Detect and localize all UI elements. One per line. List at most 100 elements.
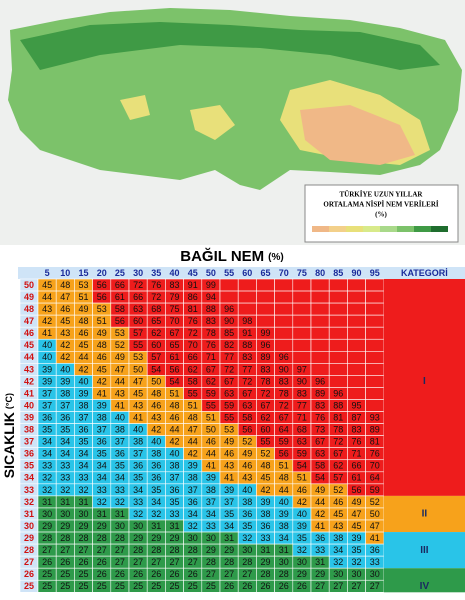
cell-value: 27	[206, 569, 216, 579]
cell	[328, 375, 348, 388]
cell-value: 46	[60, 304, 70, 314]
cell-value: 78	[333, 425, 343, 435]
cell-value: 81	[188, 304, 198, 314]
category-label: I	[423, 376, 426, 387]
cell-value: 83	[260, 364, 270, 374]
cell-value: 88	[206, 304, 216, 314]
cell-value: 83	[279, 376, 289, 386]
category-label: IV	[420, 581, 430, 592]
cell-value: 38	[169, 461, 179, 471]
cell-value: 40	[297, 509, 307, 519]
cell-value: 28	[97, 533, 107, 543]
cell-value: 33	[115, 485, 125, 495]
cell-value: 56	[169, 364, 179, 374]
row-header-unit: (°C)	[4, 393, 14, 409]
temp-label: 35	[24, 461, 34, 471]
cell-value: 26	[260, 581, 270, 591]
temp-label: 43	[24, 364, 34, 374]
humidity-label: 55	[224, 268, 234, 278]
cell-value: 45	[260, 473, 270, 483]
cell-value: 37	[42, 400, 52, 410]
cell-value: 34	[224, 521, 234, 531]
cell-value: 76	[188, 316, 198, 326]
cell	[310, 338, 330, 352]
cell-value: 61	[169, 352, 179, 362]
cell-value: 39	[188, 461, 198, 471]
cell-value: 28	[151, 545, 161, 555]
cell-value: 29	[206, 545, 216, 555]
cell-value: 43	[151, 412, 161, 422]
cell-value: 43	[133, 400, 143, 410]
humidity-label: 60	[242, 268, 252, 278]
cell-value: 78	[206, 328, 216, 338]
cell-value: 34	[42, 437, 52, 447]
cell-value: 52	[333, 485, 343, 495]
cell-value: 70	[188, 340, 198, 350]
cell-value: 61	[351, 473, 361, 483]
cell-value: 73	[315, 425, 325, 435]
cell	[274, 326, 294, 340]
cell-value: 28	[242, 557, 252, 567]
cell-value: 45	[133, 388, 143, 398]
cell	[274, 314, 294, 328]
cell-value: 35	[78, 437, 88, 447]
cell-value: 28	[115, 533, 125, 543]
cell-value: 71	[351, 449, 361, 459]
cell-value: 82	[224, 340, 234, 350]
cell-value: 41	[133, 412, 143, 422]
cell-value: 70	[169, 316, 179, 326]
cell-value: 25	[206, 581, 216, 591]
cell-value: 30	[78, 509, 88, 519]
cell-value: 63	[297, 437, 307, 447]
cell-value: 50	[133, 364, 143, 374]
cell-value: 32	[133, 509, 143, 519]
cell-value: 36	[133, 461, 143, 471]
cell-value: 72	[279, 400, 289, 410]
category-label: III	[420, 545, 429, 556]
cell-value: 46	[224, 449, 234, 459]
cell	[328, 351, 348, 364]
cell-value: 39	[351, 533, 361, 543]
cell-value: 31	[97, 509, 107, 519]
cell-value: 28	[206, 557, 216, 567]
cell-value: 36	[115, 449, 125, 459]
cell-value: 31	[279, 545, 289, 555]
cell-value: 34	[60, 449, 70, 459]
cell-value: 27	[315, 581, 325, 591]
humidity-label: 5	[45, 268, 50, 278]
cell-value: 38	[188, 473, 198, 483]
cell-value: 37	[78, 412, 88, 422]
cell-value: 55	[260, 437, 270, 447]
cell	[328, 302, 348, 316]
cell-value: 58	[242, 412, 252, 422]
cell-value: 39	[279, 509, 289, 519]
cell-value: 52	[115, 340, 125, 350]
cell-value: 44	[42, 292, 52, 302]
temp-label: 48	[24, 304, 34, 314]
temp-label: 34	[24, 473, 34, 483]
cell-value: 45	[97, 364, 107, 374]
humidity-label: 80	[315, 268, 325, 278]
cell-value: 96	[333, 388, 343, 398]
cell-value: 64	[279, 425, 289, 435]
cell-value: 25	[60, 581, 70, 591]
temp-label: 50	[24, 280, 34, 290]
temp-label: 28	[24, 545, 34, 555]
cell	[365, 290, 385, 304]
cell-value: 26	[42, 557, 52, 567]
cell-value: 29	[169, 533, 179, 543]
cell-value: 29	[78, 521, 88, 531]
temp-label: 46	[24, 328, 34, 338]
cell-value: 77	[297, 400, 307, 410]
cell-value: 32	[60, 485, 70, 495]
cell-value: 48	[60, 280, 70, 290]
cell-value: 37	[188, 485, 198, 495]
cell-value: 30	[279, 557, 289, 567]
cell-value: 49	[78, 304, 88, 314]
cell-value: 36	[370, 545, 380, 555]
cell-value: 44	[188, 437, 198, 447]
cell-value: 36	[78, 425, 88, 435]
cell-value: 36	[188, 497, 198, 507]
cell-value: 53	[97, 304, 107, 314]
cell-value: 39	[42, 364, 52, 374]
